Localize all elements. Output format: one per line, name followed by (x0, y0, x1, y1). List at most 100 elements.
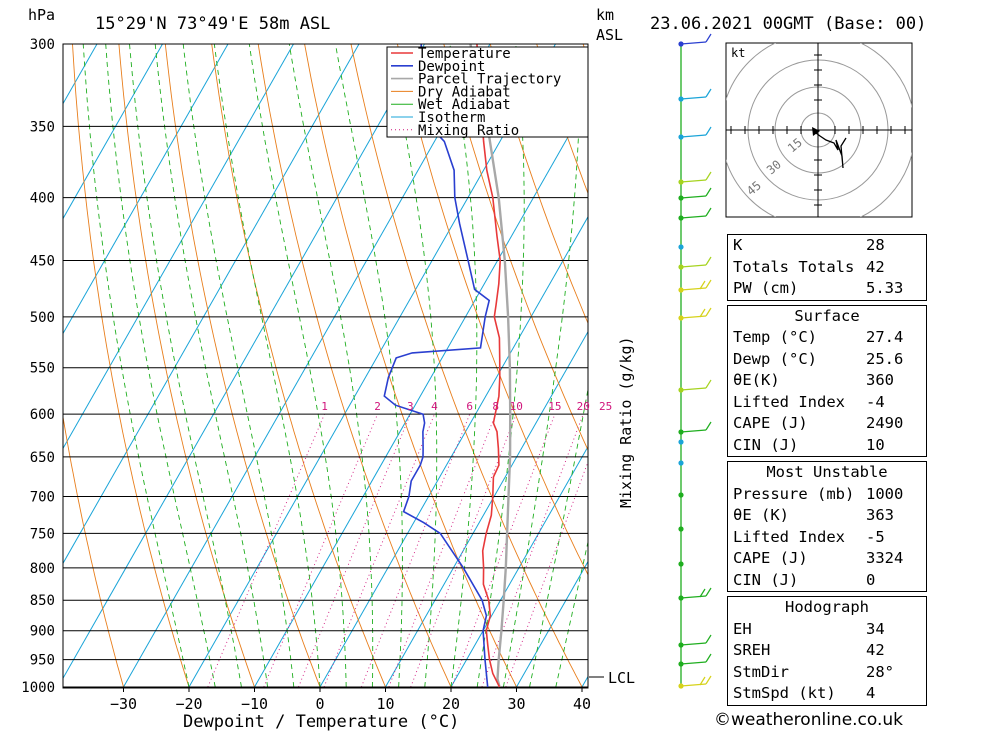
series-parcel-trajectory (469, 44, 512, 688)
pressure-tick-label: 900 (30, 624, 55, 640)
isotherm-line (63, 44, 425, 680)
stat-value: 28 (866, 236, 885, 254)
series-temperature (476, 44, 502, 688)
wind-level-dot (678, 244, 684, 250)
stat-value: 10 (866, 435, 885, 454)
stat-label: Totals Totals (733, 257, 855, 276)
stat-value: 4 (866, 684, 876, 702)
surface-title: Surface (794, 306, 860, 325)
wind-barb-flag (705, 88, 712, 98)
wind-barb-flag (699, 280, 706, 290)
stat-value: 3324 (866, 549, 904, 567)
legend-label: Temperature (418, 46, 511, 62)
stat-label: CIN (J) (733, 435, 799, 454)
mixing-ratio-label: 25 (599, 400, 612, 413)
wind-barb-shaft (680, 287, 707, 291)
dry-adiabat-line (118, 44, 255, 688)
unit-asl: ASL (596, 26, 623, 44)
mixing-ratio-label: 20 (577, 400, 590, 413)
wind-barb-flag (705, 256, 712, 266)
wind-barb-shaft (680, 264, 707, 268)
wind-barb-flag (705, 421, 712, 431)
stat-value: 27.4 (866, 328, 904, 346)
stat-label: StmDir (733, 662, 789, 681)
mixing-ratio-line (505, 460, 588, 688)
wind-barb-shaft (680, 134, 707, 138)
isotherm-line (0, 44, 32, 687)
stat-label: Lifted Index (733, 527, 845, 546)
x-tick-label: 20 (442, 695, 460, 713)
mixing-ratio-line (323, 414, 435, 688)
mixing-ratio-label: 15 (548, 400, 561, 413)
stat-label: Temp (°C) (733, 328, 817, 346)
indices-box: K 28 Totals Totals 42 PW (cm) 5.33 (727, 234, 927, 301)
isotherm-line (385, 330, 588, 688)
wind-level-dot (678, 460, 684, 466)
wind-barb-shaft (680, 661, 707, 665)
x-axis-label: Dewpoint / Temperature (°C) (183, 712, 459, 732)
stats-panel: K 28 Totals Totals 42 PW (cm) 5.33 Surface … (727, 234, 927, 710)
pressure-tick-label: 850 (30, 593, 55, 609)
x-tick-label: 10 (376, 695, 394, 713)
stat-value: -5 (866, 527, 885, 546)
surface-box: Surface Temp (°C) 27.4 Dewp (°C) 25.6 θE(K… (727, 304, 927, 457)
most-unstable-box: Most Unstable Pressure (mb) 1000 θE (K) 36… (727, 461, 927, 592)
mixing-ratio-line (388, 414, 497, 688)
stat-label: CIN (J) (733, 570, 799, 589)
x-tick-label: −10 (241, 695, 268, 713)
isotherm-line (450, 445, 588, 688)
stat-label: θE(K) (733, 371, 780, 389)
isotherm-line (123, 44, 491, 688)
hodograph-title: Hodograph (785, 598, 869, 616)
wind-barb-shaft (680, 195, 707, 199)
stat-value: 28° (866, 662, 894, 681)
wet-adiabat-line (449, 44, 478, 688)
pressure-tick-label: 1000 (21, 680, 55, 696)
location-title: 15°29'N 73°49'E 58m ASL (95, 14, 330, 34)
pressure-tick-label: 550 (30, 361, 55, 377)
unit-km: km (596, 6, 614, 24)
wind-barb-flag (705, 653, 712, 663)
pressure-tick-label: 950 (30, 653, 55, 669)
x-tick-label: −30 (110, 695, 137, 713)
dry-adiabat-line (164, 44, 321, 688)
wet-adiabat-line (502, 44, 582, 688)
wind-barb-shaft (680, 41, 707, 45)
pressure-tick-label: 700 (30, 490, 55, 506)
stat-value: 42 (866, 641, 885, 659)
mixing-ratio-label: 3 (407, 400, 414, 413)
wet-adiabat-line (555, 540, 588, 688)
wet-adiabat-line (213, 44, 321, 688)
stat-label: θE (K) (733, 506, 789, 524)
mixing-ratio-label: 4 (431, 400, 438, 413)
isotherm-line (516, 560, 588, 688)
mixing-ratio-labels: 1 2 3 4 6 8 10 15 20 25 (321, 400, 612, 413)
stat-label: CAPE (J) (733, 549, 808, 567)
stat-label: EH (733, 619, 752, 638)
pressure-labels: 300 350 400 450 500 550 600 650 700 750 800 850 900 9… (21, 37, 55, 696)
stat-label: PW (cm) (733, 279, 799, 297)
mixing-ratio-label: 2 (374, 400, 381, 413)
pressure-tick-label: 750 (30, 526, 55, 542)
mixing-ratio-axis-label: Mixing Ratio (g/kg) (617, 336, 635, 508)
wind-barb-flag (705, 279, 712, 289)
wind-barb-flag (705, 675, 712, 685)
wind-barb-flag (705, 171, 712, 181)
isotherm-line (63, 44, 163, 220)
pressure-tick-label: 600 (30, 407, 55, 423)
hodograph-box: Hodograph EH 34 SREH 42 StmDir 28° StmSpd (… (727, 596, 927, 706)
credit-link[interactable]: ©weatheronline.co.uk (714, 710, 904, 730)
stat-label: StmSpd (kt) (733, 684, 836, 702)
wind-barb-shaft (680, 96, 707, 100)
legend-label: Wet Adiabat (418, 97, 511, 113)
hodograph: kt 15 30 45 (725, 42, 913, 218)
wind-level-dot (678, 492, 684, 498)
wind-barb-flag (705, 379, 712, 389)
stat-label: K (733, 236, 743, 254)
wet-adiabat-line (154, 44, 269, 688)
wet-adiabat-line (248, 44, 347, 688)
mixing-ratio-label: 6 (466, 400, 473, 413)
x-tick-label: −20 (175, 695, 202, 713)
wind-barb-shaft (680, 642, 707, 646)
